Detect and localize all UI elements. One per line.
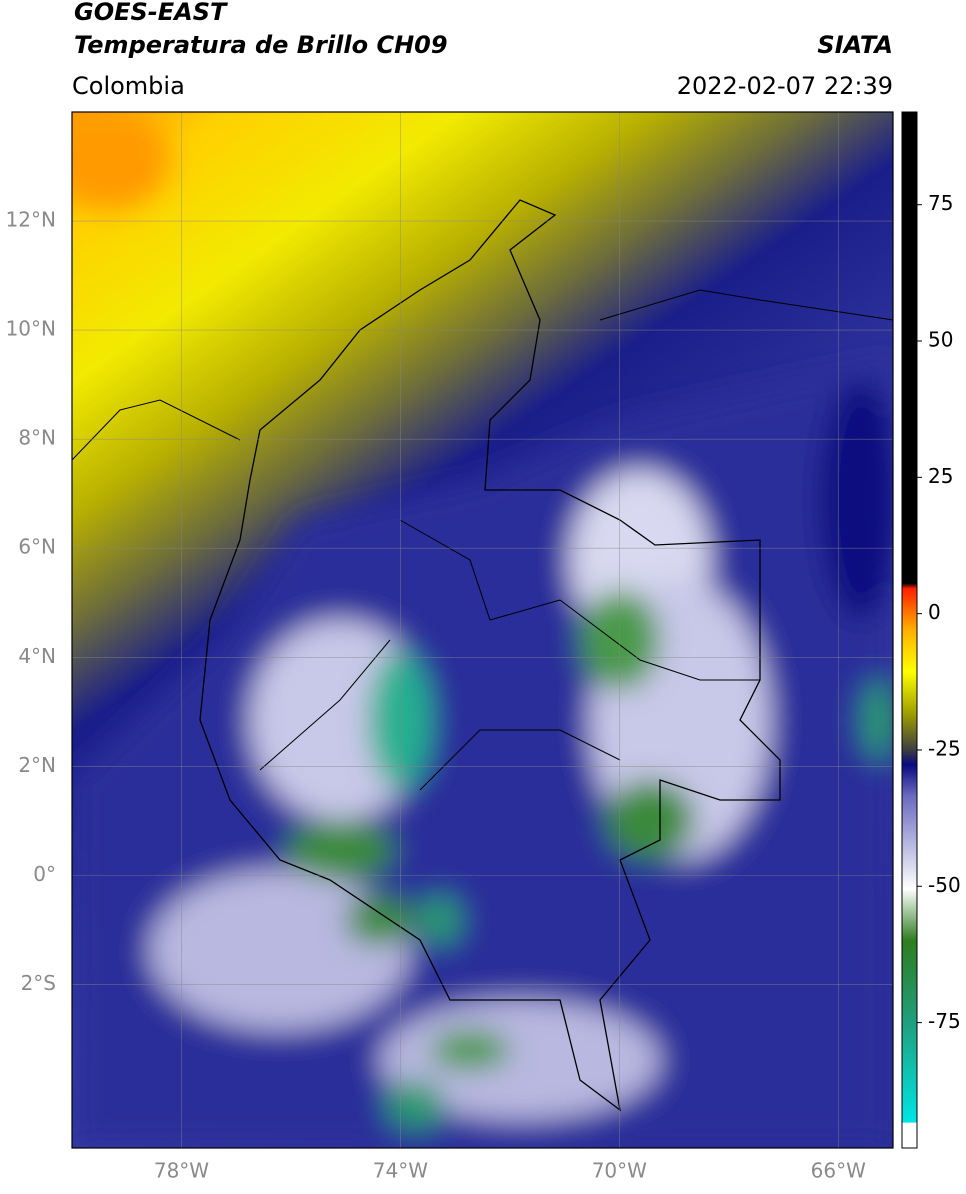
- colorbar-tick-label: 25: [928, 464, 953, 488]
- source-title: GOES-EAST: [74, 0, 228, 26]
- y-tick-label: 2°N: [18, 753, 56, 777]
- region: Colombia: [72, 72, 185, 100]
- colorbar-tick-label: -50: [928, 873, 961, 897]
- map-frame: [71, 111, 894, 1149]
- y-tick-label: 4°N: [18, 644, 56, 668]
- colorbar-tick-label: 0: [928, 600, 941, 624]
- x-tick-label: 70°W: [592, 1159, 647, 1183]
- colorbar-tick-label: 75: [928, 191, 953, 215]
- y-tick-label: 2°S: [21, 971, 56, 995]
- y-tick-label: 10°N: [6, 317, 56, 341]
- colorbar-tick-label: 50: [928, 328, 953, 352]
- y-tick-label: 8°N: [18, 426, 56, 450]
- x-tick-label: 66°W: [811, 1159, 866, 1183]
- x-tick-label: 78°W: [154, 1159, 209, 1183]
- y-tick-label: 12°N: [6, 208, 56, 232]
- grid: [72, 112, 893, 1148]
- colorbar-tick-label: -25: [928, 736, 961, 760]
- y-tick-label: 6°N: [18, 535, 56, 559]
- y-tick-label: 0°: [33, 862, 56, 886]
- product-title: Temperatura de Brillo CH09: [74, 31, 448, 59]
- map-image: [72, 112, 893, 1148]
- datetime: 2022-02-07 22:39: [677, 72, 893, 100]
- colorbar-tick-label: -75: [928, 1009, 961, 1033]
- colorbar: [901, 111, 918, 1149]
- agency: SIATA: [817, 31, 893, 59]
- x-tick-label: 74°W: [373, 1159, 428, 1183]
